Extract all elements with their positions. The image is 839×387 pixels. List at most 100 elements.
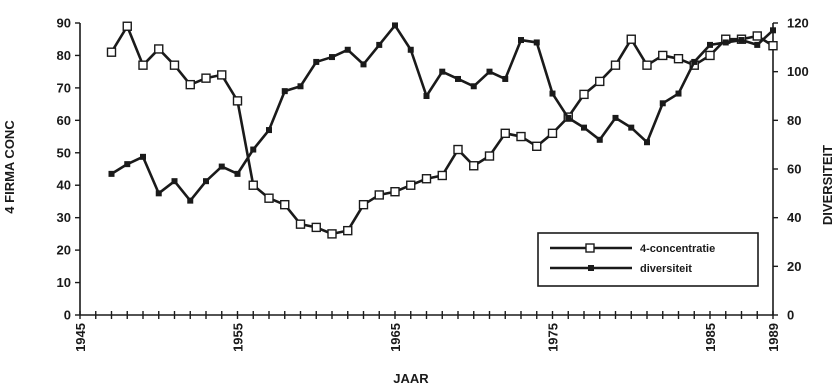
- data-point-diversiteit: [344, 46, 351, 53]
- data-point-diversiteit: [565, 114, 572, 121]
- data-point-diversiteit: [234, 170, 241, 177]
- legend: 4-concentratie diversiteit: [537, 232, 759, 287]
- y-right-tick-label: 40: [787, 210, 801, 225]
- data-point-4-concentratie: [106, 47, 117, 57]
- data-point-4-concentratie: [311, 222, 321, 233]
- y-axis-left-title: 4 FIRMA CONC: [2, 120, 17, 214]
- data-point-diversiteit: [376, 41, 383, 48]
- data-point-diversiteit: [266, 127, 272, 134]
- series-line-4-concentratie: [110, 24, 774, 236]
- data-point-4-concentratie: [295, 219, 306, 229]
- data-point-diversiteit: [659, 100, 666, 107]
- data-point-4-concentratie: [201, 73, 211, 83]
- data-point-diversiteit: [612, 114, 619, 121]
- y-left-tick-label: 10: [57, 275, 71, 290]
- data-point-4-concentratie: [752, 31, 762, 41]
- y-right-tick-label: 100: [787, 64, 809, 79]
- data-point-4-concentratie: [768, 41, 778, 51]
- data-point-diversiteit: [707, 41, 713, 48]
- data-point-diversiteit: [691, 58, 698, 65]
- data-point-diversiteit: [581, 124, 587, 131]
- x-tick-label: 1965: [388, 323, 403, 352]
- x-tick-label: 1989: [766, 323, 781, 352]
- data-point-diversiteit: [407, 46, 414, 53]
- y-left-tick-label: 70: [57, 80, 71, 95]
- data-point-diversiteit: [423, 93, 430, 99]
- series-layer: [106, 21, 778, 239]
- data-point-diversiteit: [644, 139, 650, 146]
- data-point-diversiteit: [108, 170, 115, 177]
- x-tick-label: 1985: [703, 323, 718, 352]
- data-point-4-concentratie: [358, 199, 369, 210]
- data-point-4-concentratie: [138, 60, 148, 70]
- data-point-4-concentratie: [626, 34, 636, 44]
- data-point-diversiteit: [124, 161, 131, 168]
- data-point-diversiteit: [329, 54, 335, 61]
- data-point-diversiteit: [439, 68, 446, 75]
- data-point-diversiteit: [502, 75, 509, 82]
- y-left-tick-label: 30: [57, 210, 71, 225]
- data-point-4-concentratie: [658, 50, 668, 61]
- data-point-4-concentratie: [327, 229, 337, 239]
- data-point-diversiteit: [596, 136, 603, 143]
- data-point-4-concentratie: [673, 53, 684, 64]
- data-point-4-concentratie: [453, 144, 463, 155]
- y-left-tick-label: 50: [57, 145, 71, 160]
- x-ticks: 1945 1955 1965 1975 1985 1989: [73, 311, 781, 352]
- x-tick-label: 1955: [231, 323, 246, 352]
- data-point-4-concentratie: [516, 131, 526, 142]
- data-point-4-concentratie: [232, 96, 243, 106]
- data-point-diversiteit: [187, 197, 194, 204]
- data-point-diversiteit: [754, 41, 761, 48]
- data-point-4-concentratie: [169, 60, 180, 70]
- y-axis-right-title: DIVERSITEIT: [820, 145, 835, 225]
- legend-box: [537, 232, 759, 287]
- y-left-ticks: 0 10 20 30 40 50 60 70 80 90: [57, 16, 80, 323]
- data-point-diversiteit: [738, 37, 745, 44]
- legend-marker-diversiteit: [588, 265, 594, 271]
- data-point-4-concentratie: [642, 60, 652, 70]
- data-point-diversiteit: [313, 58, 320, 65]
- data-point-diversiteit: [140, 153, 146, 160]
- y-left-tick-label: 0: [64, 308, 71, 323]
- data-point-diversiteit: [486, 68, 493, 75]
- data-point-4-concentratie: [154, 44, 164, 54]
- y-right-tick-label: 0: [787, 308, 794, 323]
- data-point-diversiteit: [628, 124, 635, 131]
- data-point-diversiteit: [218, 163, 225, 170]
- data-point-diversiteit: [360, 61, 367, 68]
- legend-label-diversiteit: diversiteit: [640, 263, 692, 275]
- data-point-4-concentratie: [390, 187, 400, 197]
- data-point-4-concentratie: [547, 128, 558, 139]
- data-point-diversiteit: [155, 190, 162, 197]
- data-point-diversiteit: [722, 39, 729, 46]
- data-point-4-concentratie: [579, 89, 589, 100]
- data-point-diversiteit: [675, 90, 682, 97]
- x-tick-label: 1975: [546, 323, 561, 352]
- data-point-4-concentratie: [280, 199, 290, 210]
- y-left-tick-label: 80: [57, 48, 71, 63]
- data-point-4-concentratie: [343, 225, 353, 236]
- data-point-diversiteit: [518, 37, 524, 44]
- data-point-4-concentratie: [406, 180, 416, 190]
- y-left-tick-label: 90: [57, 16, 71, 31]
- data-point-4-concentratie: [122, 21, 132, 31]
- data-point-diversiteit: [250, 146, 257, 153]
- data-point-4-concentratie: [421, 174, 432, 184]
- legend-marker-concentratie: [585, 243, 595, 253]
- data-point-diversiteit: [171, 178, 178, 185]
- data-point-4-concentratie: [217, 70, 227, 80]
- data-point-diversiteit: [533, 39, 540, 46]
- data-point-4-concentratie: [500, 128, 510, 139]
- data-point-4-concentratie: [610, 60, 621, 70]
- legend-label-concentratie: 4-concentratie: [640, 243, 715, 255]
- y-left-tick-label: 20: [57, 243, 71, 258]
- y-left-tick-label: 60: [57, 113, 71, 128]
- data-point-4-concentratie: [484, 151, 495, 161]
- data-point-diversiteit: [203, 178, 209, 185]
- data-point-diversiteit: [770, 27, 776, 34]
- data-point-diversiteit: [549, 90, 556, 97]
- data-point-4-concentratie: [595, 76, 605, 87]
- data-point-4-concentratie: [437, 170, 447, 181]
